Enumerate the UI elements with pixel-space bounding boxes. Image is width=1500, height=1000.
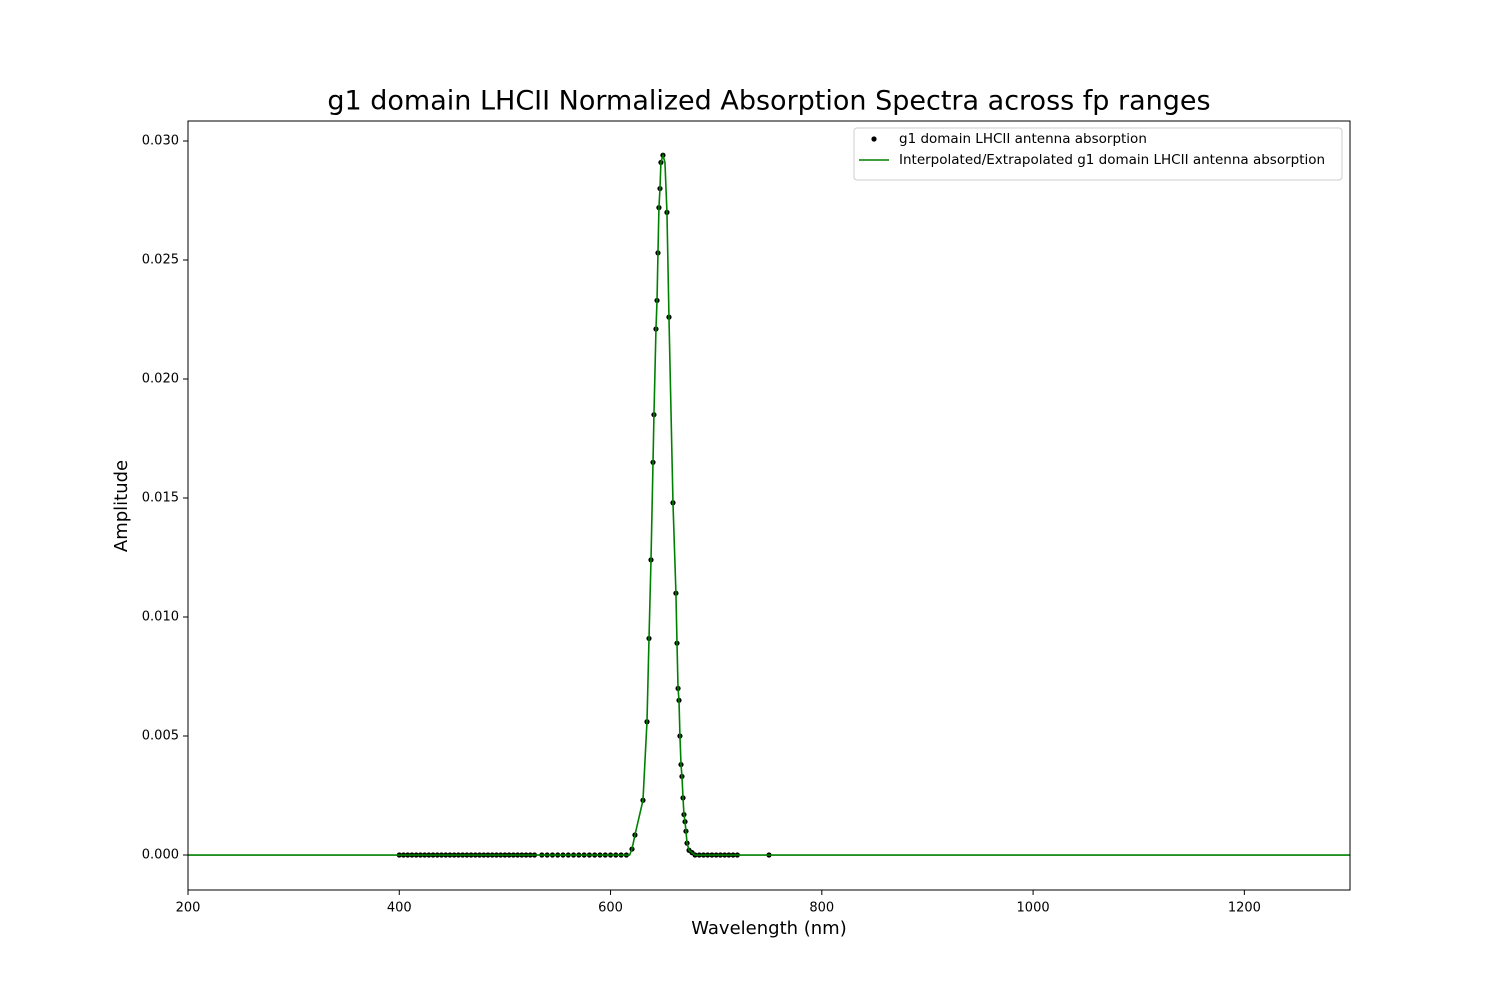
legend-label: g1 domain LHCII antenna absorption — [899, 131, 1147, 147]
x-tick-label: 400 — [387, 901, 412, 916]
x-tick-label: 800 — [809, 901, 834, 916]
data-line — [188, 152, 1350, 856]
chart-title: g1 domain LHCII Normalized Absorption Sp… — [327, 86, 1210, 117]
x-tick-label: 1200 — [1228, 901, 1261, 916]
legend-swatch — [871, 136, 877, 142]
x-axis-label: Wavelength (nm) — [691, 918, 847, 939]
y-tick-label: 0.020 — [142, 371, 179, 386]
x-tick-label: 200 — [176, 901, 201, 916]
y-tick-label: 0.025 — [142, 252, 179, 267]
plot-frame — [187, 120, 1351, 891]
y-tick-label: 0.010 — [142, 610, 179, 625]
legend-box — [853, 127, 1343, 181]
legend-label: Interpolated/Extrapolated g1 domain LHCI… — [899, 152, 1325, 168]
y-tick-label: 0.000 — [142, 848, 179, 863]
y-tick-label: 0.005 — [142, 729, 179, 744]
y-tick-label: 0.015 — [142, 491, 179, 506]
y-axis-label: Amplitude — [111, 460, 132, 552]
x-tick-label: 600 — [598, 901, 623, 916]
x-tick-label: 1000 — [1017, 901, 1050, 916]
y-tick-label: 0.030 — [142, 133, 179, 148]
